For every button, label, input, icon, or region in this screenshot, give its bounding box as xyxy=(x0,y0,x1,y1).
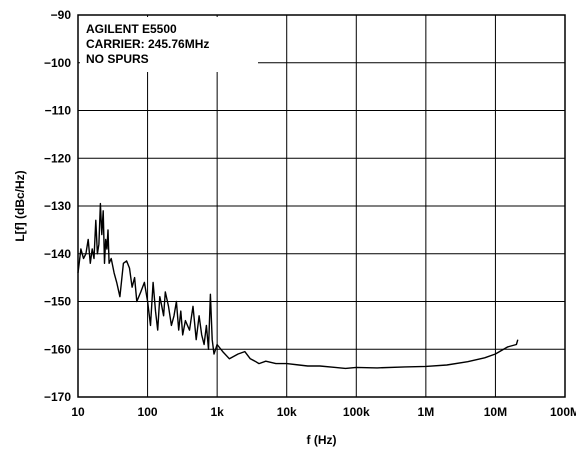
y-tick-label: −150 xyxy=(44,295,71,309)
y-axis-tick-labels: −90 −100 −110 −120 −130 −140 −150 −160 −170 xyxy=(44,8,71,404)
plot-frame xyxy=(77,14,566,398)
x-tick-label: 100M xyxy=(550,405,576,419)
x-axis-tick-labels: 10 100 1k 10k 100k 1M 10M 100M xyxy=(71,405,576,419)
y-tick-label: −140 xyxy=(44,247,71,261)
annotation-line-3: NO SPURS xyxy=(86,52,149,66)
annotation-line-1: AGILENT E5500 xyxy=(86,22,177,36)
y-tick-label: −120 xyxy=(44,151,71,165)
x-tick-label: 1M xyxy=(418,405,435,419)
x-axis-title: f (Hz) xyxy=(307,433,337,447)
y-axis-title: L[f] (dBc/Hz) xyxy=(13,170,27,241)
x-tick-label: 1k xyxy=(210,405,224,419)
y-tick-label: −130 xyxy=(44,199,71,213)
annotation-line-2: CARRIER: 245.76MHz xyxy=(86,37,209,51)
y-tick-label: −170 xyxy=(44,390,71,404)
y-tick-label: −100 xyxy=(44,56,71,70)
x-tick-label: 10 xyxy=(71,405,85,419)
x-tick-label: 10M xyxy=(484,405,507,419)
x-tick-label: 100k xyxy=(343,405,370,419)
y-tick-label: −110 xyxy=(45,104,72,118)
x-tick-label: 10k xyxy=(277,405,297,419)
grid-lines xyxy=(78,15,565,397)
x-tick-label: 100 xyxy=(138,405,158,419)
annotation-background xyxy=(80,17,258,72)
phase-noise-trace xyxy=(77,202,519,370)
y-tick-label: −160 xyxy=(44,342,71,356)
y-tick-label: −90 xyxy=(51,8,72,22)
